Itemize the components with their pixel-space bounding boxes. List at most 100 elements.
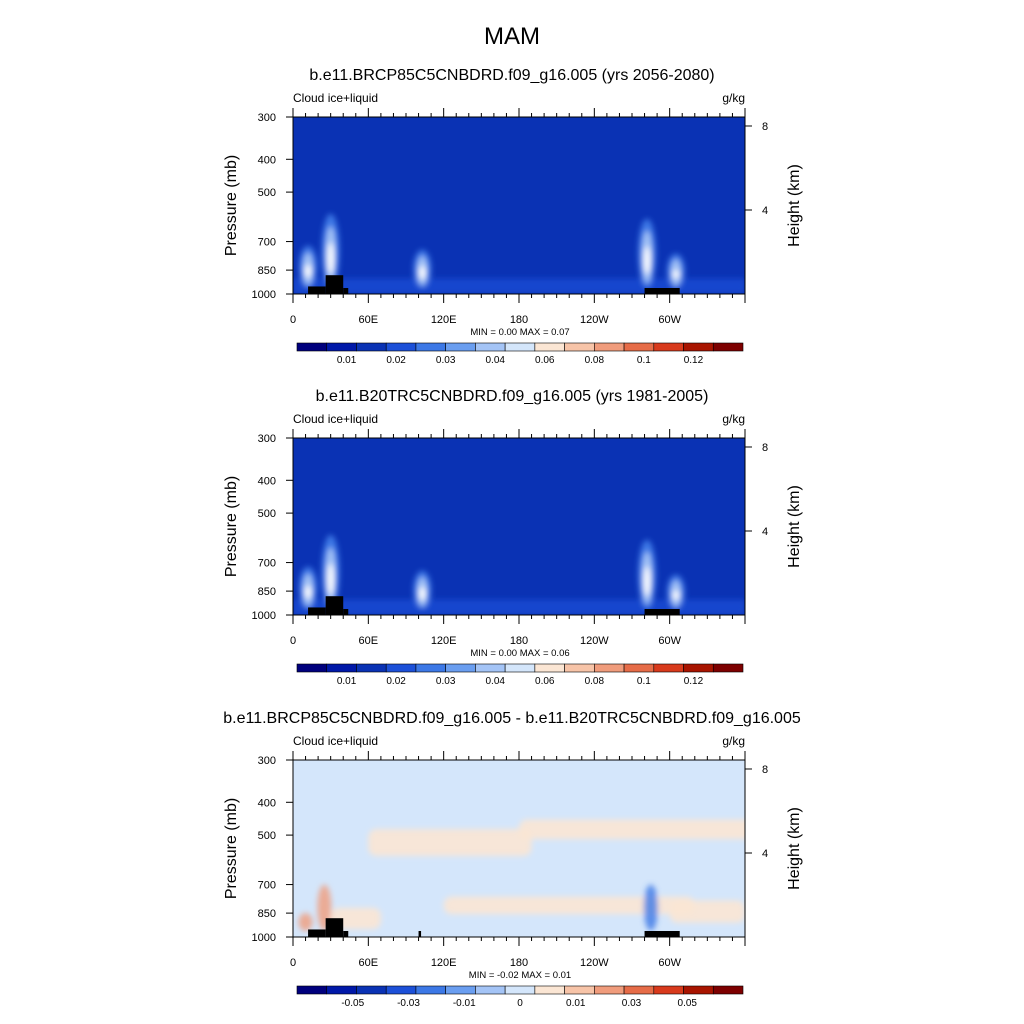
colorbar-swatch	[326, 342, 357, 352]
units-label: g/kg	[722, 412, 745, 426]
y-axis-title: Pressure (mb)	[223, 155, 240, 256]
colorbar-swatch	[445, 663, 476, 673]
y-right-tick-label: 8	[762, 764, 768, 776]
positive-anomaly	[669, 900, 745, 923]
positive-anomaly	[368, 829, 532, 856]
colorbar-swatch	[534, 342, 565, 352]
y-tick-label: 500	[258, 508, 276, 520]
colorbar-swatch	[594, 342, 625, 352]
panel-title: b.e11.BRCP85C5CNBDRD.f09_g16.005 - b.e11…	[223, 710, 801, 727]
plot-area	[293, 117, 745, 294]
x-tick-label: 60W	[658, 957, 681, 969]
cloud-plume-max	[644, 566, 651, 597]
colorbar-label: -0.05	[341, 998, 364, 1009]
colorbar-label: -0.03	[397, 998, 420, 1009]
y-tick-label: 700	[258, 237, 276, 249]
colorbar-swatch	[653, 663, 684, 673]
colorbar-swatch	[415, 985, 446, 995]
x-tick-label: 60W	[658, 314, 681, 326]
topography	[325, 275, 344, 294]
colorbar-swatch	[594, 663, 625, 673]
y-axis-title: Pressure (mb)	[223, 798, 240, 899]
cloud-plume-max	[305, 585, 312, 599]
topography	[343, 287, 349, 294]
x-tick-label: 0	[290, 314, 296, 326]
colorbar-swatch	[712, 663, 744, 673]
colorbar-swatch	[356, 342, 387, 352]
y-tick-label: 400	[258, 797, 276, 809]
topography	[325, 596, 344, 615]
colorbar-label: 0.1	[637, 355, 651, 366]
panel-2: b.e11.B20TRC5CNBDRD.f09_g16.005 (yrs 198…	[223, 388, 803, 687]
colorbar-swatch	[385, 985, 417, 995]
colorbar-label: 0.03	[436, 676, 456, 687]
variable-label: Cloud ice+liquid	[293, 91, 378, 105]
min-max-stats: MIN = 0.00 MAX = 0.06	[470, 648, 569, 659]
colorbar-label: 0.02	[386, 355, 406, 366]
y-tick-label: 400	[258, 475, 276, 487]
y-tick-label: 300	[258, 755, 276, 767]
y-right-tick-label: 8	[762, 121, 768, 133]
colorbar-label: -0.01	[453, 998, 476, 1009]
colorbar-label: 0.08	[585, 355, 605, 366]
cloud-plume-max	[327, 242, 334, 275]
colorbar-label: 0.03	[436, 355, 456, 366]
colorbar-label: 0.06	[535, 355, 555, 366]
x-tick-label: 120W	[580, 957, 609, 969]
positive-anomaly	[519, 819, 745, 840]
colorbar-swatch	[296, 985, 328, 995]
colorbar: -0.05 -0.03 -0.01 0 0.01 0.03 0.05	[296, 985, 744, 1009]
min-max-stats: MIN = -0.02 MAX = 0.01	[469, 970, 571, 981]
colorbar-swatch	[475, 342, 506, 352]
topography	[418, 930, 422, 937]
y-tick-label: 300	[258, 433, 276, 445]
min-max-stats: MIN = 0.00 MAX = 0.07	[470, 327, 569, 338]
y-axis-title: Pressure (mb)	[223, 476, 240, 577]
y-tick-label: 300	[258, 112, 276, 124]
colorbar-swatch	[296, 663, 328, 673]
colorbar-swatch	[475, 663, 506, 673]
y-right-tick-label: 4	[762, 526, 768, 538]
colorbar-swatch	[653, 342, 684, 352]
y-tick-label: 500	[258, 830, 276, 842]
x-tick-label: 60E	[359, 635, 379, 647]
colorbar-swatch	[445, 342, 476, 352]
colorbar-swatch	[504, 663, 536, 673]
colorbar-swatch	[356, 663, 387, 673]
cloud-plume-max	[644, 246, 651, 275]
colorbar-label: 0.12	[684, 355, 704, 366]
colorbar-swatch	[594, 985, 625, 995]
x-tick-label: 60E	[359, 314, 379, 326]
topography	[308, 286, 326, 294]
topography	[308, 607, 326, 615]
colorbar-label: 0.08	[585, 676, 605, 687]
x-tick-label: 180	[510, 314, 528, 326]
x-tick-label: 60W	[658, 635, 681, 647]
panel-title: b.e11.BRCP85C5CNBDRD.f09_g16.005 (yrs 20…	[309, 67, 714, 84]
topography	[343, 608, 349, 615]
colorbar-swatch	[564, 663, 595, 673]
y-tick-label: 500	[258, 187, 276, 199]
y-tick-label: 850	[258, 908, 276, 920]
colorbar-swatch	[504, 985, 536, 995]
low-cloud-band	[293, 599, 745, 615]
units-label: g/kg	[722, 91, 745, 105]
panels: b.e11.BRCP85C5CNBDRD.f09_g16.005 (yrs 20…	[223, 67, 803, 1009]
topography	[644, 930, 680, 937]
plot-area	[293, 438, 745, 615]
y-tick-label: 1000	[252, 289, 276, 301]
colorbar-label: 0.06	[535, 676, 555, 687]
x-tick-label: 180	[510, 957, 528, 969]
cloud-plume-max	[672, 269, 679, 279]
colorbar-swatch	[623, 663, 655, 673]
colorbar-swatch	[712, 985, 744, 995]
colorbar-swatch	[683, 985, 714, 995]
colorbar-swatch	[326, 985, 357, 995]
x-tick-label: 0	[290, 957, 296, 969]
colorbar-swatch	[356, 985, 387, 995]
colorbar-swatch	[445, 985, 476, 995]
x-tick-label: 120E	[431, 957, 457, 969]
y-right-tick-label: 8	[762, 442, 768, 454]
colorbar-label: 0	[517, 998, 523, 1009]
